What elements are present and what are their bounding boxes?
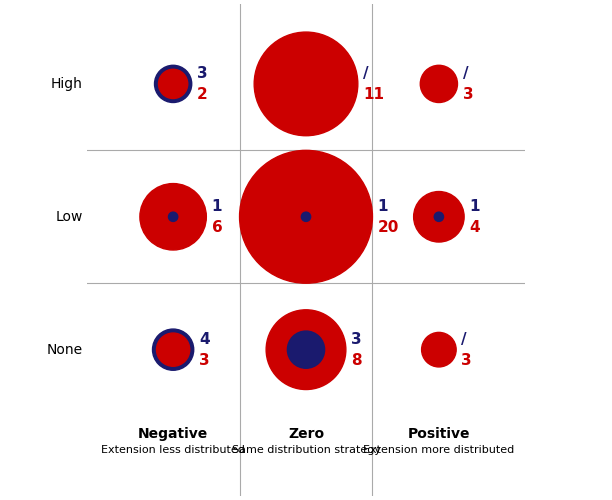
Text: 3: 3 [197,66,207,81]
Circle shape [157,333,190,366]
Circle shape [159,70,188,98]
Text: 3: 3 [461,353,472,368]
Circle shape [435,212,444,222]
Text: Low: Low [55,210,83,224]
Text: 3: 3 [351,332,362,346]
Circle shape [254,32,358,136]
Circle shape [140,184,206,250]
Text: 4: 4 [199,332,210,346]
Text: High: High [51,77,83,91]
Text: Extension more distributed: Extension more distributed [364,446,515,456]
Text: 4: 4 [469,220,480,235]
Circle shape [152,329,194,370]
Text: 2: 2 [197,87,208,102]
Circle shape [288,331,324,368]
Text: Extension less distributed: Extension less distributed [101,446,245,456]
Text: /: / [463,66,468,81]
Text: /: / [363,66,369,81]
Text: None: None [47,342,83,356]
Text: 3: 3 [199,353,210,368]
Text: 1: 1 [469,198,480,214]
Text: Positive: Positive [408,426,470,440]
Circle shape [239,150,373,283]
Circle shape [168,212,177,222]
Circle shape [414,192,464,242]
Text: 20: 20 [378,220,399,235]
Circle shape [422,332,456,367]
Text: 8: 8 [351,353,362,368]
Text: Same distribution strategy: Same distribution strategy [231,446,381,456]
Text: 6: 6 [212,220,222,235]
Text: Zero: Zero [288,426,324,440]
Text: 1: 1 [378,198,388,214]
Circle shape [420,66,458,102]
Text: Negative: Negative [138,426,208,440]
Circle shape [301,212,311,222]
Circle shape [266,310,346,390]
Text: 3: 3 [463,87,474,102]
Text: 1: 1 [212,198,222,214]
Text: /: / [461,332,467,346]
Text: 11: 11 [363,87,384,102]
Circle shape [154,66,192,102]
